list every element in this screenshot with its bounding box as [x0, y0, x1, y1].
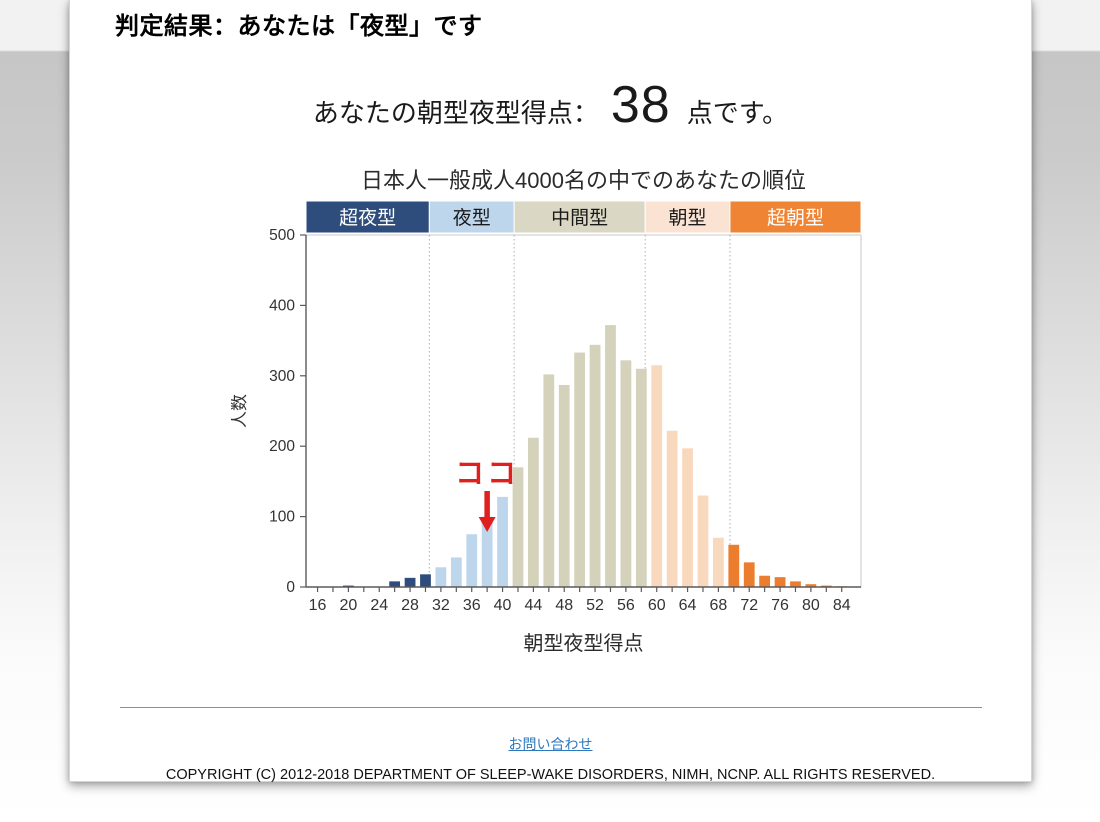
bar — [558, 384, 570, 587]
bar — [589, 344, 600, 587]
bar — [820, 585, 832, 587]
x-tick-label: 48 — [555, 597, 573, 614]
y-tick-label: 0 — [286, 579, 295, 596]
here-arrow-head-icon — [478, 517, 496, 532]
category-band-label: 超朝型 — [766, 207, 823, 229]
x-tick-label: 40 — [493, 597, 511, 614]
x-tick-label: 84 — [832, 597, 850, 614]
y-tick-label: 300 — [269, 368, 295, 385]
category-band — [428, 200, 515, 234]
x-tick-label: 24 — [370, 597, 388, 614]
bar — [342, 585, 354, 587]
x-axis-title: 朝型夜型得点 — [523, 632, 643, 655]
y-tick-label: 100 — [269, 509, 295, 526]
bar — [727, 544, 739, 587]
copyright-text: COPYRIGHT (C) 2012-2018 DEPARTMENT OF SL… — [165, 767, 936, 783]
bar — [435, 567, 446, 587]
x-tick-label: 72 — [740, 597, 758, 614]
y-axis-title: 人数 — [231, 394, 249, 428]
y-tick-label: 200 — [269, 438, 295, 455]
bar — [419, 574, 431, 587]
chart: 日本人一般成人4000名の中でのあなたの順位超夜型 夜型 中間型 朝型 超朝型 0 100 2… — [231, 161, 871, 661]
category-band-label: 超夜型 — [339, 207, 396, 229]
divider — [119, 707, 982, 708]
here-annotation-label: ココ — [455, 458, 519, 490]
bar — [650, 365, 662, 587]
x-tick-label: 56 — [616, 597, 634, 614]
x-tick-label: 20 — [339, 597, 357, 614]
bar — [805, 584, 816, 587]
bar — [743, 562, 755, 587]
bar — [681, 448, 693, 587]
category-band — [513, 200, 646, 234]
x-tick-label: 52 — [586, 597, 604, 614]
category-band-label: 夜型 — [452, 207, 490, 229]
bar — [450, 557, 462, 587]
bar — [388, 581, 400, 587]
bar — [697, 495, 708, 587]
bar — [404, 577, 415, 587]
bar — [512, 467, 523, 587]
bar — [527, 437, 539, 587]
x-tick-label: 76 — [771, 597, 789, 614]
x-tick-label: 32 — [431, 597, 449, 614]
page-title: 判定結果：あなたは「夜型」です — [115, 13, 483, 40]
y-tick-label: 400 — [269, 297, 295, 314]
category-band — [728, 200, 862, 234]
score-unit: 点です。 — [686, 98, 789, 128]
bar — [542, 374, 554, 587]
score-value: 38 — [610, 76, 671, 134]
contact-link[interactable]: お問い合わせ — [508, 736, 593, 752]
x-tick-label: 36 — [462, 597, 480, 614]
category-band-label: 中間型 — [551, 207, 608, 229]
bar — [758, 575, 770, 587]
bar — [789, 581, 801, 587]
y-tick-label: 500 — [269, 227, 295, 244]
bar — [620, 360, 631, 587]
bar — [774, 577, 785, 587]
bar — [666, 430, 678, 587]
category-band-label: 朝型 — [668, 207, 706, 229]
bar — [573, 352, 585, 587]
bar — [496, 496, 508, 587]
x-tick-label: 80 — [801, 597, 819, 614]
bar — [481, 516, 493, 587]
x-tick-label: 60 — [647, 597, 665, 614]
x-tick-label: 64 — [678, 597, 696, 614]
x-tick-label: 16 — [308, 597, 326, 614]
result-card: 判定結果：あなたは「夜型」です あなたの朝型夜型得点： 38 点です。 日本人一… — [69, 0, 1032, 783]
x-tick-label: 44 — [524, 597, 542, 614]
bar — [604, 325, 616, 587]
x-tick-label: 28 — [401, 597, 419, 614]
category-band — [305, 200, 430, 234]
bar — [635, 368, 647, 587]
contact-row: お問い合わせ — [70, 734, 1031, 754]
bar — [465, 534, 477, 587]
score-sentence: あなたの朝型夜型得点： 38 点です。 — [70, 75, 1031, 135]
bar — [712, 537, 724, 587]
x-tick-label: 68 — [709, 597, 727, 614]
score-label: あなたの朝型夜型得点： — [312, 98, 599, 128]
chart-title: 日本人一般成人4000名の中でのあなたの順位 — [361, 168, 806, 193]
